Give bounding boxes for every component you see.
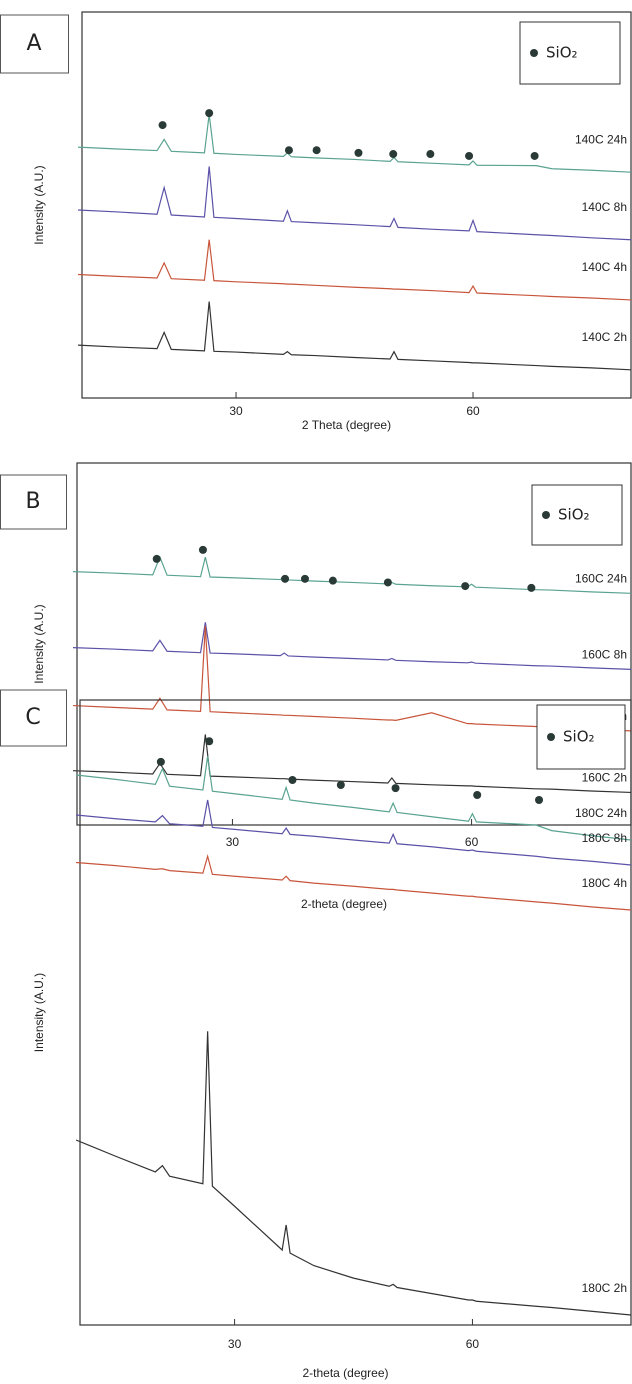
series-label: 180C 24h	[575, 806, 627, 820]
x-axis-label: 2-theta (degree)	[301, 897, 387, 911]
sio2-marker	[461, 582, 469, 590]
series-label: 160C 8h	[582, 648, 627, 662]
x-tick-label: 60	[466, 404, 480, 418]
sio2-marker	[329, 577, 337, 585]
panel-label: C	[25, 705, 40, 730]
series-label: 180C 2h	[582, 1281, 627, 1295]
sio2-marker	[288, 776, 296, 784]
sio2-marker	[531, 152, 539, 160]
y-axis-label: Intensity (A.U.)	[32, 973, 46, 1052]
sio2-marker	[153, 555, 161, 563]
sio2-marker	[535, 796, 543, 804]
series-label: 180C 8h	[582, 831, 627, 845]
sio2-marker	[354, 149, 362, 157]
xrd-line	[76, 800, 631, 865]
sio2-marker	[426, 150, 434, 158]
sio2-marker	[384, 578, 392, 586]
series-label: 160C 24h	[575, 571, 627, 585]
legend-dot	[542, 511, 550, 519]
sio2-marker	[157, 758, 165, 766]
sio2-marker	[527, 584, 535, 592]
xrd-line	[78, 240, 631, 300]
sio2-marker	[159, 121, 167, 129]
legend-label: SiO₂	[546, 44, 578, 62]
sio2-marker	[205, 109, 213, 117]
sio2-marker	[313, 146, 321, 154]
panel-label: B	[25, 489, 40, 514]
series-label: 180C 4h	[582, 876, 627, 890]
series-label: 160C 2h	[582, 771, 627, 785]
x-tick-label: 30	[228, 1337, 242, 1351]
series-label: 140C 4h	[582, 260, 627, 274]
sio2-marker	[301, 575, 309, 583]
series-label: 140C 8h	[582, 200, 627, 214]
x-axis-label: 2 Theta (degree)	[302, 418, 391, 432]
xrd-line	[73, 622, 631, 669]
x-axis-label: 2-theta (degree)	[302, 1366, 388, 1380]
sio2-marker	[199, 546, 207, 554]
legend-dot	[530, 49, 538, 57]
x-tick-label: 60	[466, 1337, 480, 1351]
plot-frame	[80, 700, 631, 1325]
panel-label: A	[26, 31, 41, 56]
figure: 30 60 2 Theta (degree) Intensity (A.U.) A 140…	[0, 0, 632, 1384]
sio2-marker	[389, 150, 397, 158]
sio2-marker	[285, 146, 293, 154]
y-axis-label: Intensity (A.U.)	[32, 165, 46, 244]
sio2-marker	[337, 781, 345, 789]
legend-label: SiO₂	[563, 728, 595, 746]
legend-label: SiO₂	[558, 506, 590, 524]
sio2-marker	[473, 791, 481, 799]
xrd-line	[78, 302, 631, 370]
sio2-marker	[281, 575, 289, 583]
sio2-marker	[465, 152, 473, 160]
y-axis-label: Intensity (A.U.)	[32, 604, 46, 683]
x-tick-label: 30	[226, 835, 240, 849]
legend-dot	[547, 733, 555, 741]
xrd-line	[78, 166, 631, 239]
sio2-marker	[205, 737, 213, 745]
x-tick-label: 60	[465, 835, 479, 849]
x-tick-label: 30	[229, 404, 243, 418]
series-label: 140C 2h	[582, 330, 627, 344]
sio2-marker	[392, 784, 400, 792]
xrd-line	[76, 1031, 631, 1315]
series-label: 140C 24h	[575, 132, 627, 146]
